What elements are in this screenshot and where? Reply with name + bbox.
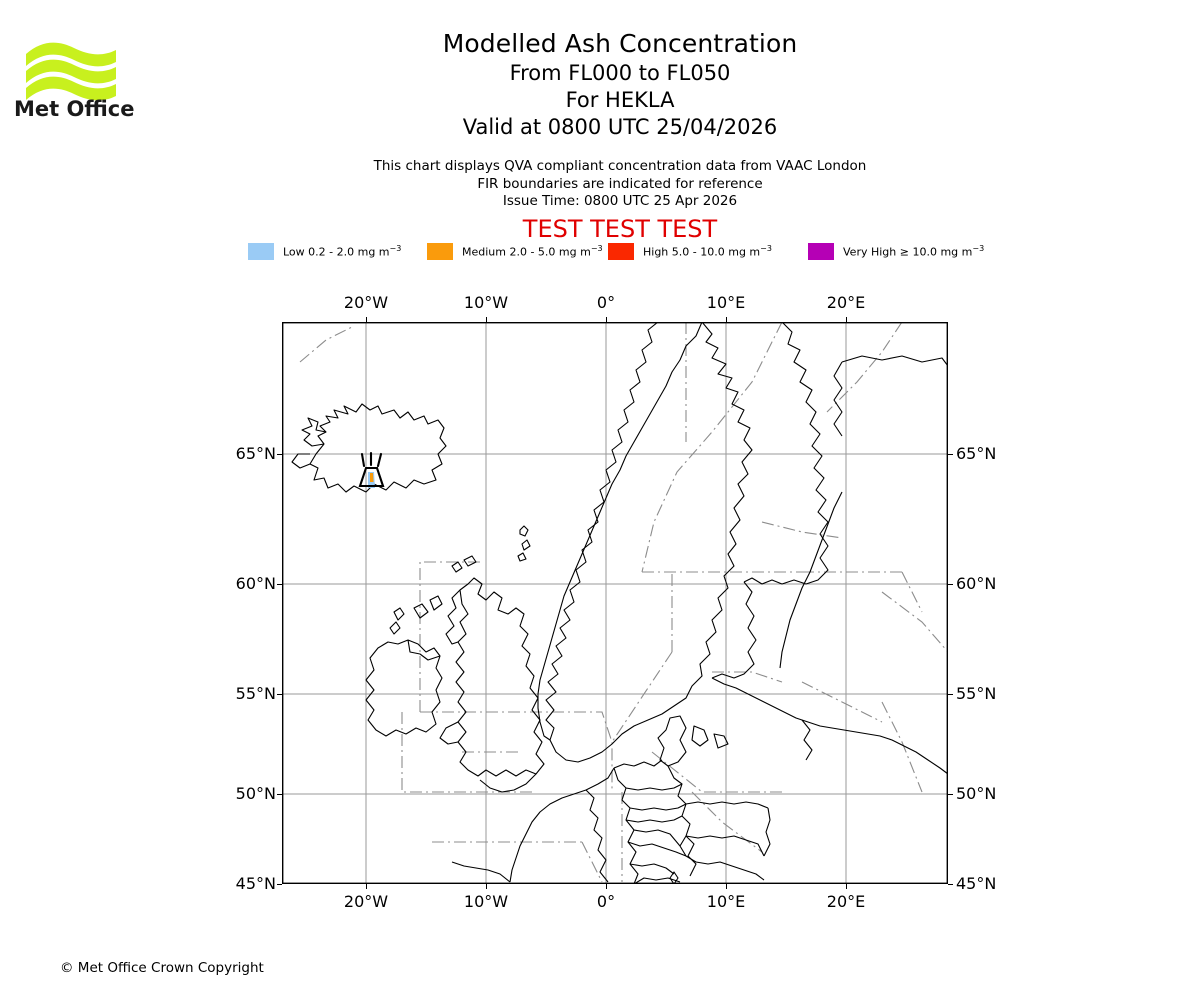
lon-tick-label-top: 0° xyxy=(596,293,616,312)
axis-tick xyxy=(366,317,368,322)
lat-tick-label-right: 60°N xyxy=(956,574,997,593)
legend-swatch-medium xyxy=(427,242,453,260)
legend-label-medium: Medium 2.0 - 5.0 mg m−3 xyxy=(462,243,603,259)
legend-item-low: Low 0.2 - 2.0 mg m−3 xyxy=(248,241,401,261)
axis-tick xyxy=(277,694,282,696)
legend-swatch-low xyxy=(248,242,274,260)
axis-tick xyxy=(277,584,282,586)
axis-tick xyxy=(486,884,488,889)
axis-tick xyxy=(948,694,953,696)
subtitle-line-1: This chart displays QVA compliant concen… xyxy=(373,158,867,174)
axis-tick xyxy=(948,794,953,796)
axis-tick xyxy=(277,884,282,886)
lat-tick-label-right: 50°N xyxy=(956,784,997,803)
subtitle-line-2: FIR boundaries are indicated for referen… xyxy=(477,175,763,192)
lon-tick-label-bottom: 20°W xyxy=(343,892,389,911)
axis-tick xyxy=(366,884,368,889)
fir-boundaries xyxy=(299,322,948,883)
lon-tick-label-top: 20°W xyxy=(343,293,389,312)
met-office-logo-graphic: Met Office xyxy=(14,42,134,117)
lat-tick-label-left: 65°N xyxy=(235,444,276,463)
axis-tick xyxy=(486,317,488,322)
subtitle-block: This chart displays QVA compliant concen… xyxy=(300,158,940,211)
lat-tick-label-left: 55°N xyxy=(235,684,276,703)
lat-tick-label-left: 60°N xyxy=(235,574,276,593)
lon-tick-label-bottom: 10°W xyxy=(463,892,509,911)
lon-tick-label-top: 10°W xyxy=(463,293,509,312)
lat-tick-label-right: 55°N xyxy=(956,684,997,703)
legend-label-high: High 5.0 - 10.0 mg m−3 xyxy=(643,243,772,259)
lon-tick-label-top: 20°E xyxy=(826,293,866,312)
met-office-logo: Met Office xyxy=(12,22,192,117)
axis-tick xyxy=(846,884,848,889)
lat-tick-label-right: 65°N xyxy=(956,444,997,463)
map-graphic xyxy=(282,322,948,884)
axis-tick xyxy=(606,884,608,889)
hekla-volcano-marker xyxy=(358,451,385,488)
axis-tick xyxy=(606,317,608,322)
ash-plume xyxy=(368,472,375,488)
lon-tick-label-bottom: 10°E xyxy=(706,892,746,911)
map-gridlines xyxy=(282,322,948,884)
concentration-legend: Low 0.2 - 2.0 mg m−3 Medium 2.0 - 5.0 mg… xyxy=(248,241,1008,261)
lon-tick-label-bottom: 0° xyxy=(596,892,616,911)
legend-label-low: Low 0.2 - 2.0 mg m−3 xyxy=(283,243,402,259)
legend-swatch-very-high xyxy=(808,242,834,260)
axis-tick xyxy=(277,454,282,456)
axis-tick xyxy=(726,884,728,889)
page-title: Modelled Ash Concentration From FL000 to… xyxy=(300,28,940,141)
lon-tick-label-bottom: 20°E xyxy=(826,892,866,911)
legend-item-very-high: Very High ≥ 10.0 mg m−3 xyxy=(808,241,984,261)
met-office-logo-text: Met Office xyxy=(14,97,134,117)
map-frame xyxy=(282,322,948,884)
legend-item-high: High 5.0 - 10.0 mg m−3 xyxy=(608,241,772,261)
legend-swatch-high xyxy=(608,242,634,260)
title-line-4: Valid at 0800 UTC 25/04/2026 xyxy=(462,115,778,139)
subtitle-line-3: Issue Time: 0800 UTC 25 Apr 2026 xyxy=(502,193,738,209)
lat-tick-label-left: 45°N xyxy=(235,874,276,893)
axis-tick xyxy=(726,317,728,322)
lat-tick-label-left: 50°N xyxy=(235,784,276,803)
lon-tick-label-top: 10°E xyxy=(706,293,746,312)
copyright-notice: © Met Office Crown Copyright xyxy=(60,960,264,976)
axis-tick xyxy=(948,454,953,456)
axis-tick xyxy=(948,884,953,886)
ash-concentration-map xyxy=(282,322,948,884)
axis-tick xyxy=(846,317,848,322)
legend-item-medium: Medium 2.0 - 5.0 mg m−3 xyxy=(427,241,603,261)
lat-tick-label-right: 45°N xyxy=(956,874,997,893)
title-line-1: Modelled Ash Concentration xyxy=(442,29,798,58)
test-watermark: TEST TEST TEST xyxy=(522,215,718,243)
axis-tick xyxy=(277,794,282,796)
legend-label-very-high: Very High ≥ 10.0 mg m−3 xyxy=(843,243,985,259)
title-line-3: For HEKLA xyxy=(565,88,675,112)
axis-tick xyxy=(948,584,953,586)
coastlines-and-borders xyxy=(291,322,948,884)
title-line-2: From FL000 to FL050 xyxy=(509,61,731,85)
